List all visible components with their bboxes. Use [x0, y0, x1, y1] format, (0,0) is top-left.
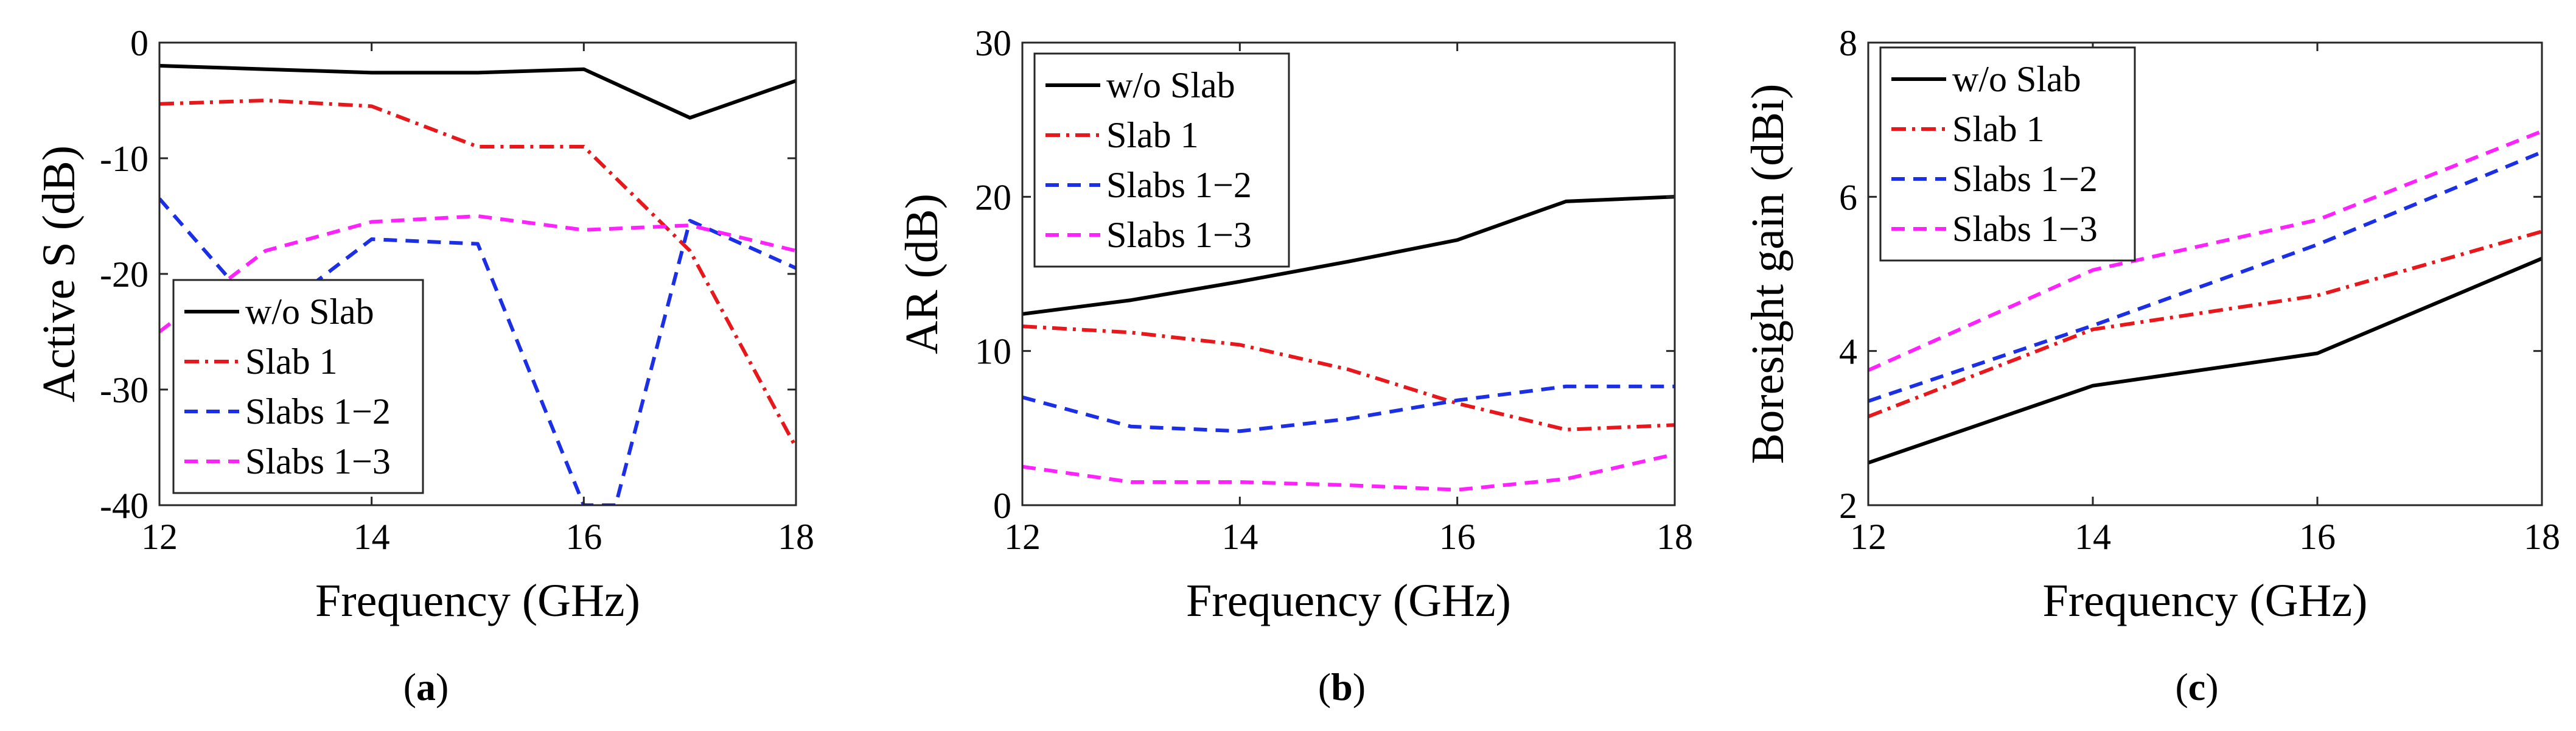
x-axis-label: Frequency (GHz)	[315, 575, 640, 626]
y-tick-label: -20	[100, 254, 148, 295]
legend-entry-label: Slab 1	[1952, 109, 2045, 149]
x-axis-label: Frequency (GHz)	[2043, 575, 2368, 626]
series-line-3	[1022, 384, 1675, 433]
y-tick-label: 20	[975, 177, 1011, 217]
chart-panel-c: 12 14 16 18 2 4 6 8 Frequency (GHz) Boresight gai…	[1742, 23, 2560, 708]
x-tick-label: 16	[2299, 517, 2336, 557]
series-line-2	[1022, 324, 1675, 432]
legend-entry-label: w/o Slab	[245, 292, 374, 332]
y-tick-label: 30	[975, 23, 1011, 63]
chart-panel-b: 12 14 16 18 0 10 20 30 Frequency (GHz) AR (dB) w/o…	[896, 23, 1693, 708]
y-tick-label: -10	[100, 139, 148, 179]
y-tick-label: 8	[1839, 23, 1857, 63]
legend-entry-label: w/o Slab	[1106, 65, 1235, 105]
chart-panel-a: 12 14 16 18 -40 -30 -20 -10 0 Frequency (GHz) Acti…	[33, 23, 814, 708]
x-tick-label: 12	[1004, 517, 1041, 557]
legend: w/o Slab Slab 1 Slabs 1−2 Slabs 1−3	[172, 279, 424, 494]
legend: w/o Slab Slab 1 Slabs 1−2 Slabs 1−3	[1033, 52, 1290, 268]
y-tick-label: 0	[993, 486, 1011, 526]
y-axis-label: Boresight gain (dBi)	[1742, 84, 1793, 464]
series-line-2	[1868, 229, 2542, 419]
legend-entry-label: Slabs 1−3	[1106, 215, 1252, 255]
y-tick-label: 0	[130, 23, 148, 63]
legend-entry-label: w/o Slab	[1952, 59, 2081, 99]
legend-entry-label: Slab 1	[245, 341, 338, 382]
series-line-4	[1022, 452, 1675, 492]
y-tick-label: 2	[1839, 486, 1857, 526]
legend-entry-label: Slabs 1−3	[245, 441, 391, 481]
y-tick-label: -30	[100, 370, 148, 410]
legend-entry-label: Slabs 1−3	[1952, 209, 2098, 249]
legend-box	[1033, 52, 1290, 268]
series-line-1	[159, 64, 796, 120]
legend-entry-label: Slabs 1−2	[245, 391, 391, 432]
y-tick-label: 4	[1839, 332, 1857, 372]
y-axis-label: AR (dB)	[896, 194, 948, 354]
series-line-3	[1868, 150, 2542, 403]
x-tick-label: 16	[1439, 517, 1476, 557]
x-tick-label: 18	[778, 517, 814, 557]
y-axis-label: Active S (dB)	[33, 145, 85, 402]
legend-box	[172, 279, 424, 494]
x-tick-label: 12	[1850, 517, 1887, 557]
panel-label: (a)	[403, 665, 449, 708]
series-line-4	[1868, 129, 2542, 372]
y-tick-label: 6	[1839, 177, 1857, 217]
y-tick-label: 10	[975, 332, 1011, 372]
x-tick-label: 18	[2524, 517, 2560, 557]
legend: w/o Slab Slab 1 Slabs 1−2 Slabs 1−3	[1879, 46, 2136, 262]
x-tick-label: 16	[565, 517, 602, 557]
panel-label: (c)	[2175, 665, 2218, 708]
axes-frame	[1867, 41, 2543, 506]
series-line-2	[159, 99, 796, 449]
legend-entry-label: Slabs 1−2	[1106, 165, 1252, 205]
x-tick-label: 14	[2075, 517, 2111, 557]
series-line-1	[1022, 195, 1675, 316]
legend-box	[1879, 46, 2136, 262]
panel-label: (b)	[1318, 665, 1366, 708]
x-tick-label: 12	[141, 517, 178, 557]
series-line-4	[159, 214, 796, 334]
x-tick-label: 14	[1221, 517, 1258, 557]
legend-entry-label: Slabs 1−2	[1952, 159, 2098, 199]
y-tick-label: -40	[100, 486, 148, 526]
x-tick-label: 14	[354, 517, 390, 557]
axes-frame	[1021, 41, 1676, 506]
x-axis-label: Frequency (GHz)	[1186, 575, 1511, 626]
series-line-1	[1868, 256, 2542, 465]
x-tick-label: 18	[1656, 517, 1693, 557]
legend-entry-label: Slab 1	[1106, 115, 1199, 155]
